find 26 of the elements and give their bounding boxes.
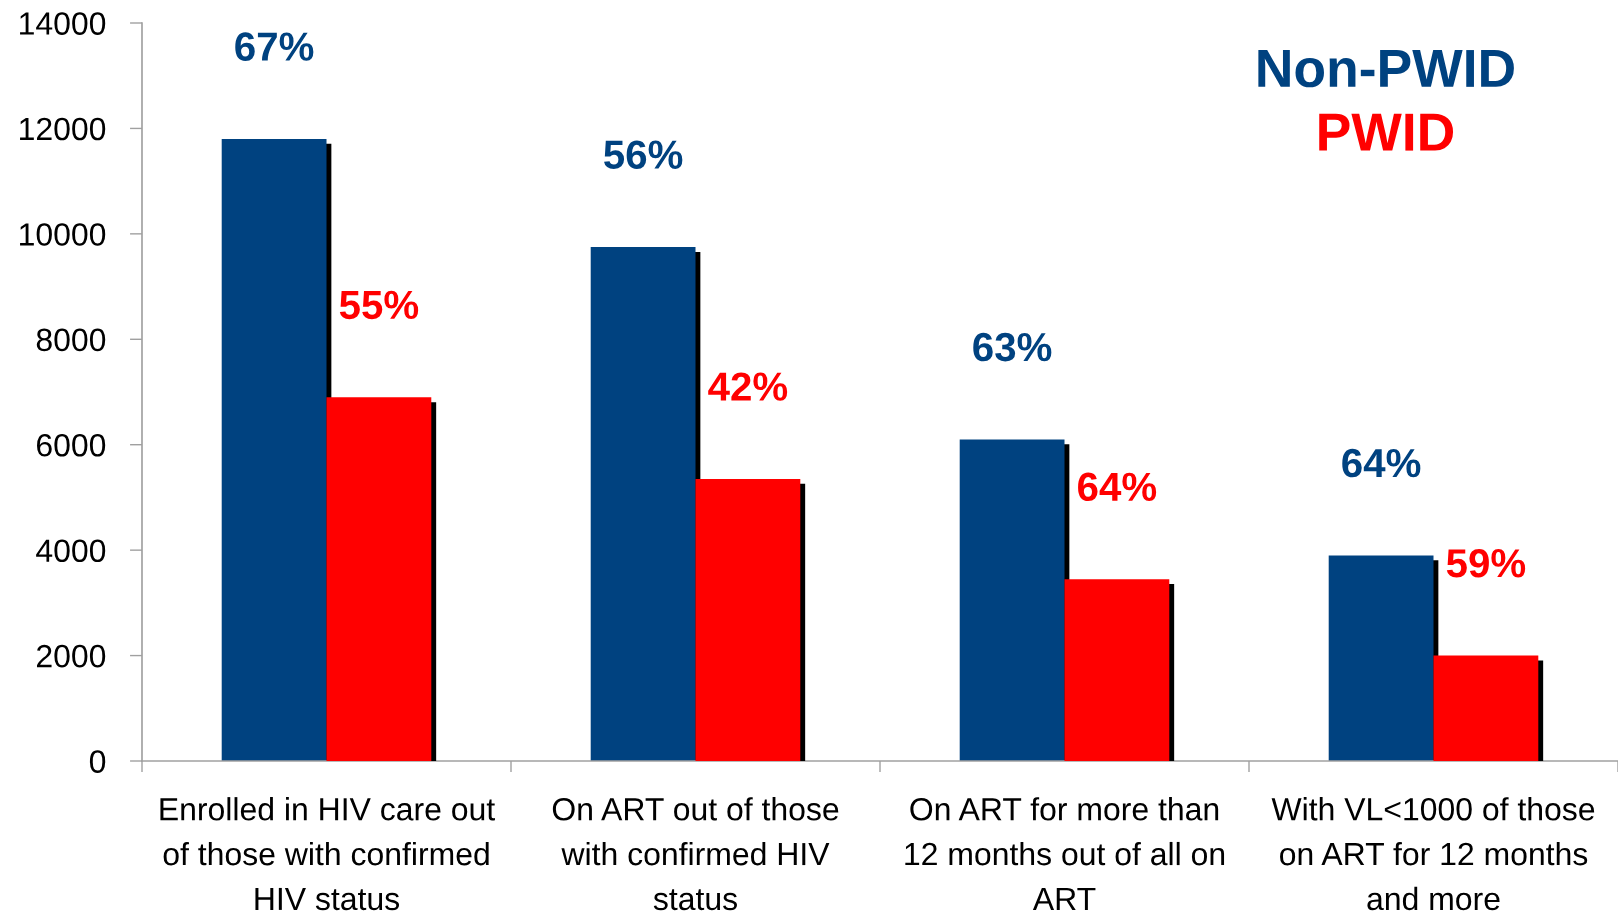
text: PWID [1319,113,1454,151]
y-tick-label: 10000 [20,223,106,246]
annotation: 64% [1078,472,1157,502]
bar [1328,555,1434,761]
y-tick-label: 8000 [36,328,106,352]
y-tick-label: 14000 [20,12,106,35]
annotation: 64% [1342,448,1421,478]
bar [959,439,1065,761]
annotation: 56% [604,140,683,169]
bar [221,138,327,761]
y-tick-label: 6000 [37,433,106,457]
annotation: 42% [708,372,788,401]
x-tick-label: On ART out of those with confirmed HIV status [552,797,839,911]
x-tick-label: On ART for more than 12 months out of all on ART [905,797,1225,910]
y-tick-label: 0 [89,750,106,773]
y-tick-label: 12000 [20,117,106,141]
annotation: 55% [339,290,419,320]
x-tick-label: Enrolled in HIV care out of those with confirmed HIV status [160,797,495,911]
annotation: 63% [973,332,1052,362]
y-tick-label: 4000 [36,539,106,563]
text: Non-PWID [1258,50,1514,88]
bar [590,247,696,761]
annotation: 59% [1446,548,1526,578]
x-tick-label: With VL<1000 of those on ART for 12 months and more [1271,797,1595,911]
annotation: 67% [235,32,314,61]
y-tick-label: 2000 [37,644,106,668]
